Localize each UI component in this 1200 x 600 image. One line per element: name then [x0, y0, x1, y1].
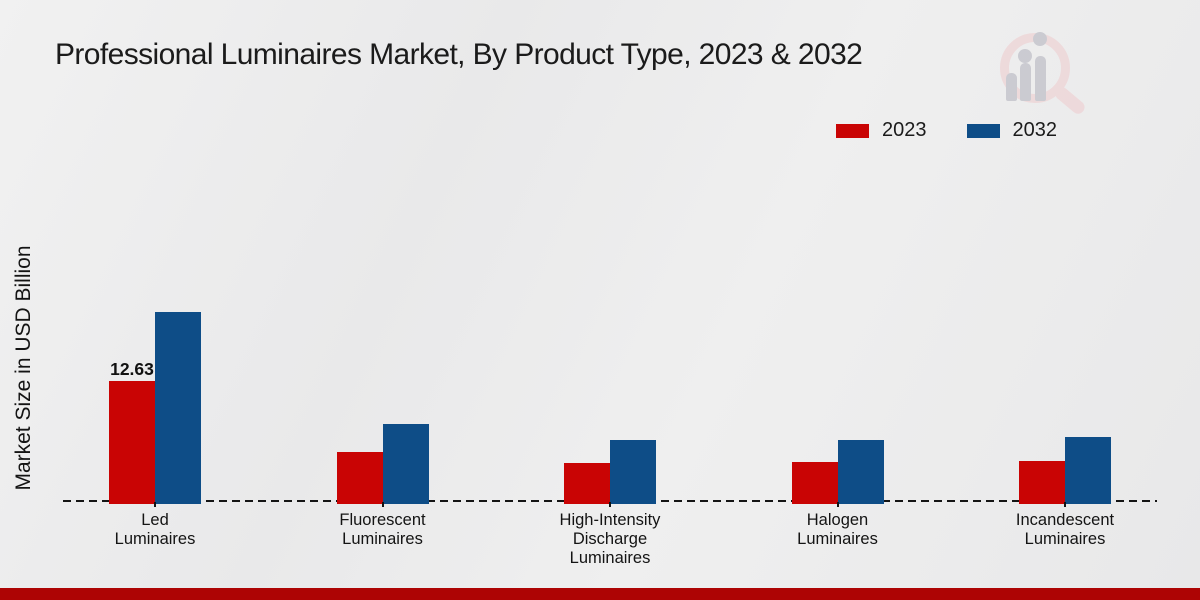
- logo-bar-icon: [1006, 73, 1017, 101]
- bar-value-label: 12.63: [110, 359, 154, 379]
- category-label-high-intensity: High-Intensity Discharge Luminaires: [559, 511, 661, 567]
- legend-item-2023: 2023: [836, 119, 927, 142]
- legend-swatch-2023: [836, 123, 869, 138]
- logo-bar-icon: [1020, 63, 1031, 101]
- legend-item-2032: 2032: [966, 119, 1058, 142]
- bar-2032-incandescent: [1065, 437, 1111, 504]
- category-label-fluorescent: Fluorescent Luminaires: [339, 511, 426, 548]
- axis-tick: [154, 502, 156, 507]
- logo-dot-icon: [1018, 49, 1032, 63]
- bar-2023-halogen: [791, 462, 838, 504]
- bar-2023-high-intensity: [564, 463, 610, 504]
- bottom-accent-strip: [0, 588, 1200, 600]
- legend-swatch-2032: [966, 123, 1000, 138]
- bar-2023-incandescent: [1019, 461, 1065, 504]
- legend-label-2032: 2032: [1012, 119, 1058, 141]
- category-label-halogen: Halogen Luminaires: [797, 511, 878, 548]
- axis-tick: [836, 502, 839, 507]
- legend-label-2023: 2023: [882, 119, 927, 141]
- bar-2032-fluorescent: [382, 424, 429, 504]
- logo-bar-icon: [1035, 56, 1046, 101]
- category-label-led: Led Luminaires: [114, 511, 196, 548]
- magnifier-bar-chart-logo-icon: [993, 26, 1089, 122]
- chart-title: Professional Luminaires Market, By Produ…: [55, 38, 863, 71]
- category-label-incandescent: Incandescent Luminaires: [1015, 511, 1115, 548]
- bar-2023-fluorescent: [336, 452, 383, 504]
- axis-tick: [1064, 502, 1066, 507]
- bar-2023-led: [109, 381, 155, 504]
- bar-2032-led: [155, 312, 201, 504]
- axis-tick: [381, 502, 384, 507]
- legend: 2023 2032: [836, 119, 1057, 142]
- bar-2032-high-intensity: [610, 440, 656, 504]
- axis-tick: [609, 502, 611, 507]
- logo-dot-icon: [1033, 32, 1047, 46]
- bar-2032-halogen: [837, 440, 884, 504]
